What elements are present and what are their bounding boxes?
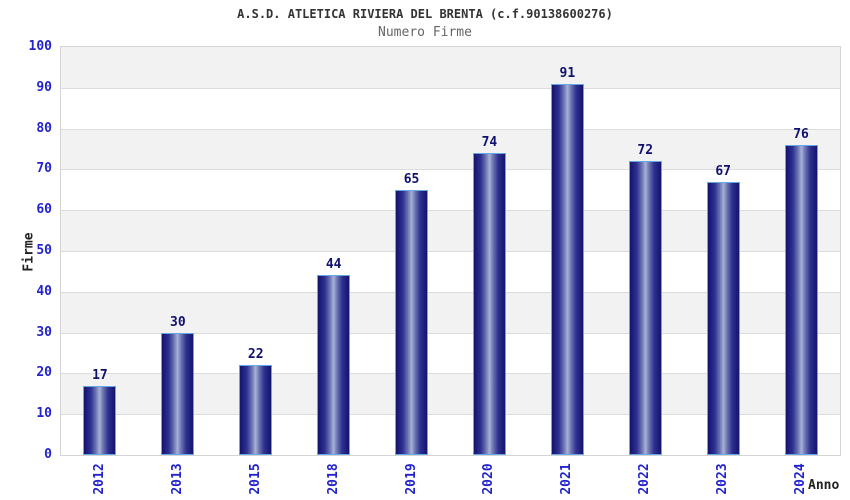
x-tick-label: 2021 <box>559 463 575 495</box>
bar <box>317 275 351 455</box>
bar <box>161 332 195 455</box>
bar-value-label: 74 <box>481 135 498 151</box>
gridline <box>61 87 840 89</box>
gridline <box>61 169 840 171</box>
bar-value-label: 91 <box>559 65 576 81</box>
bar <box>239 365 273 455</box>
bar-value-label: 72 <box>637 143 654 159</box>
x-tick-label: 2020 <box>481 463 497 495</box>
plot-area: 17 30 22 44 65 74 91 72 67 76 <box>60 46 841 456</box>
bar-value-label: 22 <box>247 347 264 363</box>
y-tick-label: 80 <box>36 120 52 136</box>
y-tick-label: 20 <box>36 365 52 381</box>
y-tick-label: 60 <box>36 202 52 218</box>
y-tick-label: 30 <box>36 324 52 340</box>
x-tick-label: 2018 <box>325 463 341 495</box>
chart-title: A.S.D. ATLETICA RIVIERA DEL BRENTA (c.f.… <box>237 7 613 21</box>
y-tick-label: 0 <box>44 447 52 462</box>
gridline <box>61 332 840 334</box>
x-tick-label: 2015 <box>247 463 263 495</box>
bar <box>395 189 429 455</box>
gridline <box>61 210 840 212</box>
x-axis-title: Anno <box>808 478 840 493</box>
x-tick-label: 2019 <box>403 463 419 495</box>
bar <box>706 181 740 455</box>
bar-value-label: 30 <box>170 314 186 330</box>
plot-band <box>61 87 840 129</box>
gridline <box>61 373 840 375</box>
gridline <box>61 128 840 130</box>
bar <box>784 144 818 455</box>
bar-value-label: 67 <box>715 163 731 179</box>
y-tick-label: 70 <box>36 161 52 177</box>
bar <box>550 83 584 455</box>
plot-band <box>61 47 840 88</box>
x-tick-label: 2023 <box>715 463 731 495</box>
y-tick-label: 100 <box>28 39 52 54</box>
x-tick-label: 2022 <box>637 463 653 495</box>
x-tick-label: 2012 <box>91 463 107 495</box>
x-tick-label: 2024 <box>793 463 809 495</box>
x-tick-label: 2013 <box>169 463 185 495</box>
plot-band <box>61 128 840 170</box>
y-tick-label: 50 <box>36 243 52 258</box>
y-tick-label: 90 <box>36 79 52 95</box>
bar-value-label: 76 <box>793 126 809 142</box>
gridline <box>61 414 840 416</box>
chart-subtitle: Numero Firme <box>378 25 472 40</box>
y-tick-label: 10 <box>36 406 52 422</box>
bar-value-label: 65 <box>403 171 420 187</box>
bar <box>472 153 506 455</box>
bar <box>628 161 662 455</box>
gridline <box>61 251 840 252</box>
bar <box>83 385 117 455</box>
bar-value-label: 44 <box>325 257 342 273</box>
bar-value-label: 17 <box>92 367 108 383</box>
gridline <box>61 291 840 293</box>
y-tick-label: 40 <box>36 283 52 299</box>
